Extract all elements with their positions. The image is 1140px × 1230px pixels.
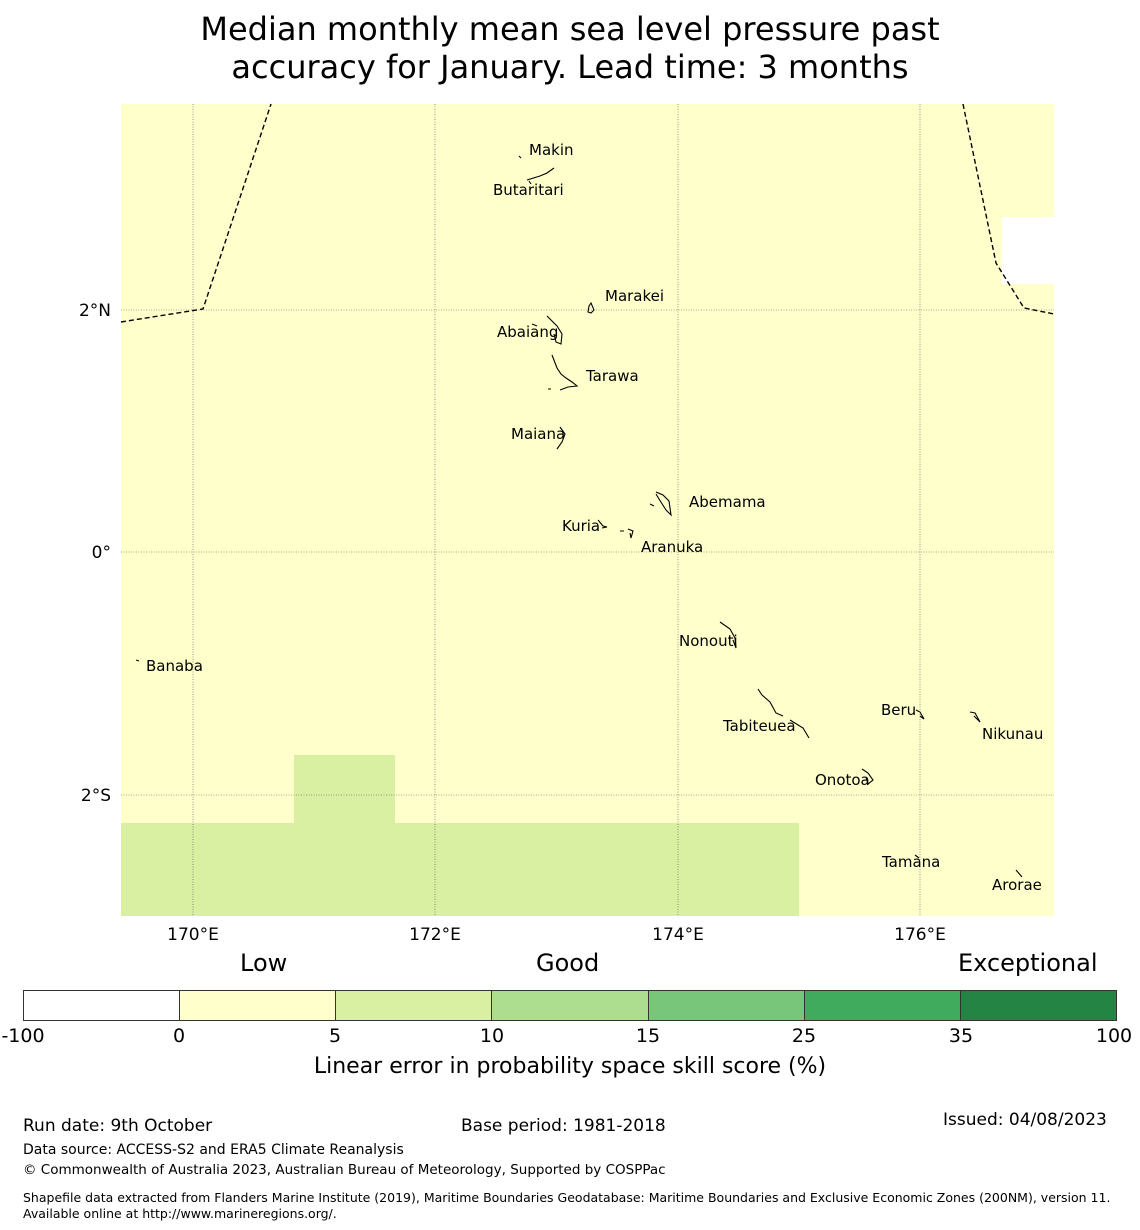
label-nonouti: Nonouti bbox=[679, 632, 738, 650]
lon-label-174e: 174°E bbox=[652, 925, 704, 945]
label-abemama: Abemama bbox=[689, 493, 766, 511]
island-abaiang bbox=[531, 315, 563, 345]
label-banaba: Banaba bbox=[146, 657, 203, 675]
lat-label-2s: 2°S bbox=[81, 786, 111, 806]
category-exceptional: Exceptional bbox=[958, 949, 1098, 977]
island-onotoa bbox=[861, 768, 874, 785]
island-kuria bbox=[597, 519, 624, 532]
island-outlines bbox=[135, 155, 1023, 878]
no-data-patch bbox=[1002, 217, 1054, 284]
colorbar-segment-4 bbox=[648, 991, 805, 1020]
lat-label-2n: 2°N bbox=[79, 301, 111, 321]
lat-label-0: 0° bbox=[92, 543, 111, 563]
label-maiana: Maiana bbox=[511, 425, 565, 443]
colorbar-tick: 25 bbox=[791, 1025, 817, 1047]
island-nikunau bbox=[969, 711, 981, 723]
data-source: Data source: ACCESS-S2 and ERA5 Climate … bbox=[23, 1142, 404, 1158]
chart-title: Median monthly mean sea level pressure p… bbox=[0, 10, 1140, 86]
colorbar-tick: -100 bbox=[1, 1025, 45, 1047]
eez-boundaries bbox=[120, 103, 1055, 323]
lon-label-176e: 176°E bbox=[894, 925, 946, 945]
base-period: Base period: 1981-2018 bbox=[461, 1116, 666, 1136]
label-onotoa: Onotoa bbox=[815, 771, 870, 789]
island-maiana bbox=[556, 426, 566, 450]
colorbar-segment-6 bbox=[960, 991, 1116, 1020]
category-low: Low bbox=[240, 949, 288, 977]
lon-label-172e: 172°E bbox=[409, 925, 461, 945]
issued-date: Issued: 04/08/2023 bbox=[943, 1110, 1107, 1130]
label-butaritari: Butaritari bbox=[493, 181, 564, 199]
island-arorae bbox=[1015, 869, 1023, 878]
colorbar-tick: 35 bbox=[948, 1025, 974, 1047]
copyright: © Commonwealth of Australia 2023, Austra… bbox=[23, 1162, 666, 1178]
shapefile-credit: Shapefile data extracted from Flanders M… bbox=[23, 1190, 1111, 1221]
label-beru: Beru bbox=[881, 701, 916, 719]
title-line-1: Median monthly mean sea level pressure p… bbox=[200, 10, 940, 48]
island-beru bbox=[915, 709, 925, 720]
label-abaiang: Abaiang bbox=[497, 323, 558, 341]
label-kuria: Kuria bbox=[562, 517, 600, 535]
label-arorae: Arorae bbox=[992, 876, 1042, 894]
lon-label-170e: 170°E bbox=[167, 925, 219, 945]
run-date: Run date: 9th October bbox=[23, 1116, 213, 1136]
label-marakei: Marakei bbox=[605, 287, 664, 305]
label-makin: Makin bbox=[529, 141, 574, 159]
colorbar-segment-2 bbox=[336, 991, 493, 1020]
colorbar-label: Linear error in probability space skill … bbox=[313, 1054, 827, 1079]
colorbar-tick: 10 bbox=[479, 1025, 505, 1047]
category-good: Good bbox=[536, 949, 600, 977]
island-nonouti bbox=[719, 621, 737, 649]
colorbar-segment-3 bbox=[492, 991, 649, 1020]
colorbar-segment-1 bbox=[180, 991, 337, 1020]
title-line-2: accuracy for January. Lead time: 3 month… bbox=[231, 48, 909, 86]
map: Makin Butaritari Marakei Abaiang Tarawa … bbox=[79, 103, 1055, 945]
island-banaba bbox=[135, 659, 140, 662]
island-tarawa bbox=[548, 354, 579, 391]
island-tabiteuea bbox=[757, 688, 810, 739]
colorbar-tick: 15 bbox=[635, 1025, 661, 1047]
island-butaritari bbox=[526, 167, 555, 185]
island-aranuka bbox=[627, 528, 634, 539]
island-makin bbox=[518, 155, 522, 159]
island-tamana bbox=[914, 854, 920, 859]
island-marakei bbox=[587, 301, 595, 314]
label-nikunau: Nikunau bbox=[982, 725, 1043, 743]
label-aranuka: Aranuka bbox=[641, 538, 703, 556]
skill-low-region bbox=[121, 104, 1054, 916]
island-abemama bbox=[649, 491, 672, 517]
label-tarawa: Tarawa bbox=[585, 367, 639, 385]
gridlines bbox=[121, 104, 1054, 916]
colorbar-tick: 0 bbox=[172, 1025, 186, 1047]
label-tabiteuea: Tabiteuea bbox=[722, 717, 796, 735]
colorbar-segment-5 bbox=[804, 991, 961, 1020]
colorbar bbox=[23, 990, 1117, 1021]
label-tamana: Tamana bbox=[881, 853, 940, 871]
colorbar-tick: 100 bbox=[1095, 1025, 1133, 1047]
skill-good-region bbox=[121, 755, 799, 916]
colorbar-segment-0 bbox=[24, 991, 181, 1020]
colorbar-tick: 5 bbox=[328, 1025, 342, 1047]
